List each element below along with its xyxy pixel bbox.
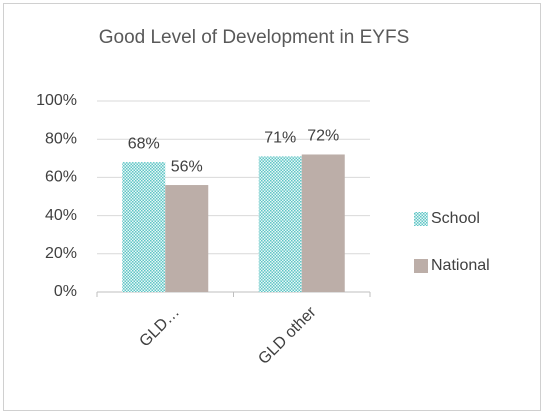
legend-swatch bbox=[414, 212, 428, 226]
y-tick-label: 80% bbox=[45, 130, 77, 147]
legend-label: National bbox=[431, 257, 490, 274]
data-label: 71% bbox=[264, 130, 296, 147]
legend-swatch bbox=[414, 259, 428, 273]
bar bbox=[122, 162, 166, 292]
y-tick-label: 20% bbox=[45, 245, 77, 262]
chart-title: Good Level of Development in EYFS bbox=[99, 27, 410, 48]
y-tick-label: 40% bbox=[45, 207, 77, 224]
bar bbox=[165, 185, 209, 292]
bar bbox=[258, 156, 302, 292]
data-label: 68% bbox=[128, 135, 160, 152]
y-tick-label: 60% bbox=[45, 169, 77, 186]
bar bbox=[301, 154, 345, 292]
data-label: 72% bbox=[307, 128, 339, 145]
y-tick-label: 0% bbox=[54, 283, 77, 300]
legend-label: School bbox=[431, 210, 480, 227]
y-tick-label: 100% bbox=[36, 92, 77, 109]
data-label: 56% bbox=[171, 158, 203, 175]
